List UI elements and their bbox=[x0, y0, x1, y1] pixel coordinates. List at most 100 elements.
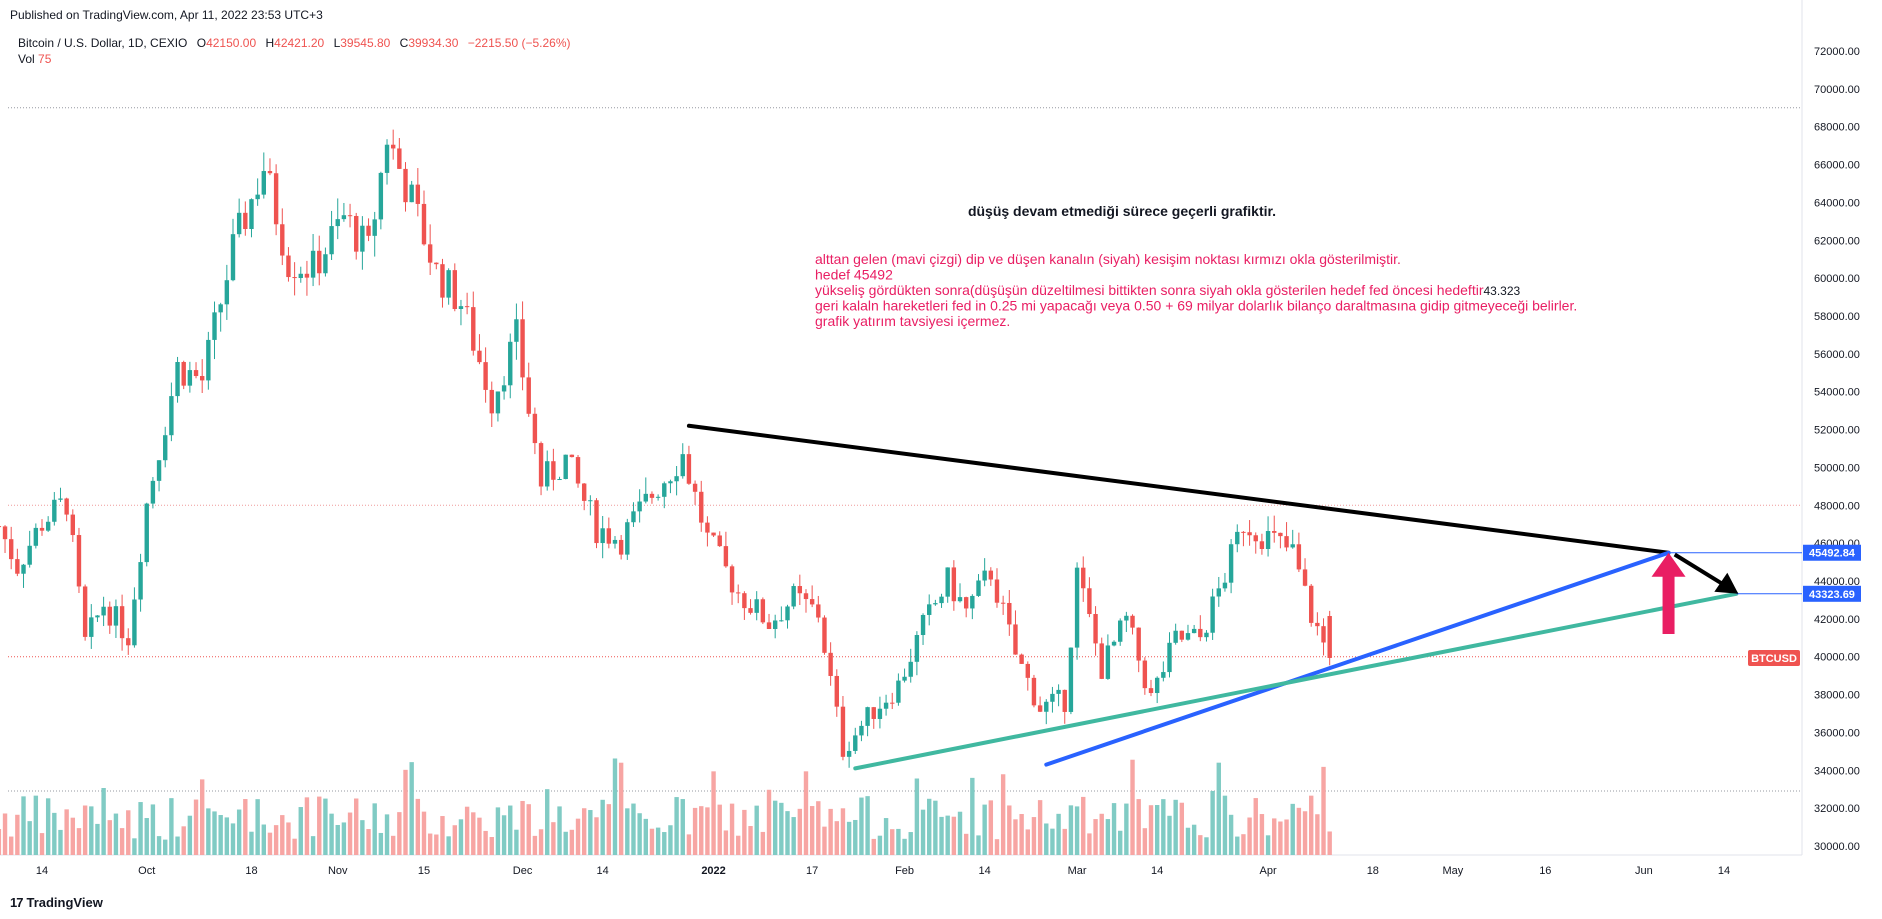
volume-bar bbox=[877, 835, 883, 855]
time-tick-label: 16 bbox=[1539, 865, 1551, 877]
volume-bar bbox=[1093, 819, 1098, 855]
volume-bar bbox=[52, 812, 57, 855]
volume-bar bbox=[82, 805, 88, 855]
volume-bar bbox=[76, 828, 82, 855]
candle-body bbox=[883, 702, 889, 709]
volume-bar bbox=[440, 816, 445, 855]
candle-body bbox=[508, 341, 513, 386]
volume-bar bbox=[729, 803, 735, 855]
candle-body bbox=[655, 496, 661, 498]
candle-body bbox=[1068, 647, 1074, 712]
volume-bar bbox=[193, 799, 199, 855]
candle-body bbox=[902, 676, 907, 681]
candle-body bbox=[846, 750, 852, 757]
volume-bar bbox=[809, 806, 815, 855]
candle-body bbox=[760, 599, 766, 623]
high-value: 42421.20 bbox=[274, 36, 325, 50]
volume-bar bbox=[329, 813, 334, 855]
volume-bar bbox=[871, 838, 876, 855]
candle-body bbox=[1198, 628, 1203, 638]
candle-body bbox=[347, 215, 353, 217]
volume-bar bbox=[1074, 806, 1080, 855]
candle-body bbox=[452, 270, 457, 309]
time-tick-label: 14 bbox=[1151, 865, 1163, 877]
price-chart[interactable]: 72000.00 70000.00 68000.00 66000.00 64000.00… bbox=[0, 0, 1882, 880]
candles-group bbox=[0, 129, 1332, 768]
volume-bar bbox=[686, 834, 692, 855]
volume-bar bbox=[1309, 795, 1314, 855]
candle-body bbox=[1210, 596, 1215, 633]
volume-bar bbox=[298, 807, 303, 855]
volume-bar bbox=[976, 835, 981, 855]
candle-body bbox=[169, 396, 174, 436]
candle-body bbox=[132, 599, 137, 646]
volume-bar bbox=[618, 762, 624, 855]
time-tick-label: 14 bbox=[1718, 865, 1730, 877]
price-tick-label: 50000.00 bbox=[1814, 462, 1860, 474]
volume-bar bbox=[736, 835, 741, 855]
volume-bar bbox=[107, 820, 112, 855]
candle-body bbox=[224, 280, 230, 305]
volume-bar bbox=[1161, 799, 1166, 855]
candle-body bbox=[483, 362, 488, 390]
candle-body bbox=[471, 307, 476, 351]
candle-body bbox=[366, 225, 371, 236]
candle-body bbox=[890, 702, 895, 704]
candle-body bbox=[378, 172, 384, 220]
volume-bar bbox=[594, 817, 599, 855]
volume-bar bbox=[1148, 805, 1154, 855]
candle-body bbox=[372, 219, 377, 236]
volume-bar bbox=[865, 796, 870, 855]
candle-body bbox=[427, 244, 433, 263]
price-tick-label: 36000.00 bbox=[1814, 727, 1860, 739]
volume-bar bbox=[631, 803, 636, 855]
candle-body bbox=[680, 454, 685, 477]
volume-bar bbox=[101, 787, 106, 855]
volume-bar bbox=[1031, 817, 1037, 855]
candle-body bbox=[1136, 627, 1141, 661]
candle-body bbox=[551, 461, 556, 480]
candle-body bbox=[1296, 544, 1302, 570]
candle-body bbox=[501, 385, 507, 392]
annotation-line: grafik yatırım tavsiyesi içermez. bbox=[815, 313, 1010, 329]
candle-body bbox=[1154, 677, 1160, 694]
volume-bar bbox=[27, 821, 32, 855]
volume-bar bbox=[0, 829, 2, 855]
candle-body bbox=[877, 708, 883, 719]
candle-body bbox=[976, 580, 981, 596]
volume-bar bbox=[45, 798, 51, 855]
low-label: L bbox=[333, 36, 341, 50]
volume-bar bbox=[335, 824, 340, 855]
candle-body bbox=[581, 483, 587, 501]
volume-bar bbox=[643, 818, 648, 855]
black-arrow-head-icon bbox=[1714, 572, 1739, 594]
volume-bar bbox=[1105, 819, 1111, 855]
time-tick-label: May bbox=[1443, 865, 1464, 877]
time-tick-label: 15 bbox=[418, 865, 430, 877]
volume-bar bbox=[64, 809, 69, 855]
volume-bar bbox=[772, 800, 778, 855]
volume-bar bbox=[705, 807, 710, 855]
volume-bar bbox=[2, 813, 8, 855]
volume-bar bbox=[495, 807, 501, 855]
annotation-inline-value: 43.323 bbox=[1484, 284, 1521, 298]
volume-bar bbox=[853, 819, 858, 855]
candle-body bbox=[1302, 569, 1308, 586]
candle-body bbox=[390, 144, 396, 149]
candle-body bbox=[1062, 689, 1067, 712]
volume-bar bbox=[403, 769, 408, 855]
high-label: H bbox=[265, 36, 275, 50]
volume-bar bbox=[341, 822, 347, 855]
volume-bars-group bbox=[0, 758, 1332, 855]
volume-bar bbox=[273, 825, 279, 855]
price-tag: 43323.69 bbox=[1803, 585, 1861, 602]
volume-bar bbox=[163, 839, 168, 855]
volume-bar bbox=[187, 815, 193, 855]
volume-bar bbox=[1179, 802, 1185, 855]
volume-bar bbox=[526, 804, 531, 855]
time-tick-label: 14 bbox=[979, 865, 991, 877]
candle-body bbox=[1321, 626, 1326, 643]
candle-body bbox=[618, 539, 624, 555]
volume-bar bbox=[397, 812, 402, 855]
volume-bar bbox=[452, 825, 457, 855]
